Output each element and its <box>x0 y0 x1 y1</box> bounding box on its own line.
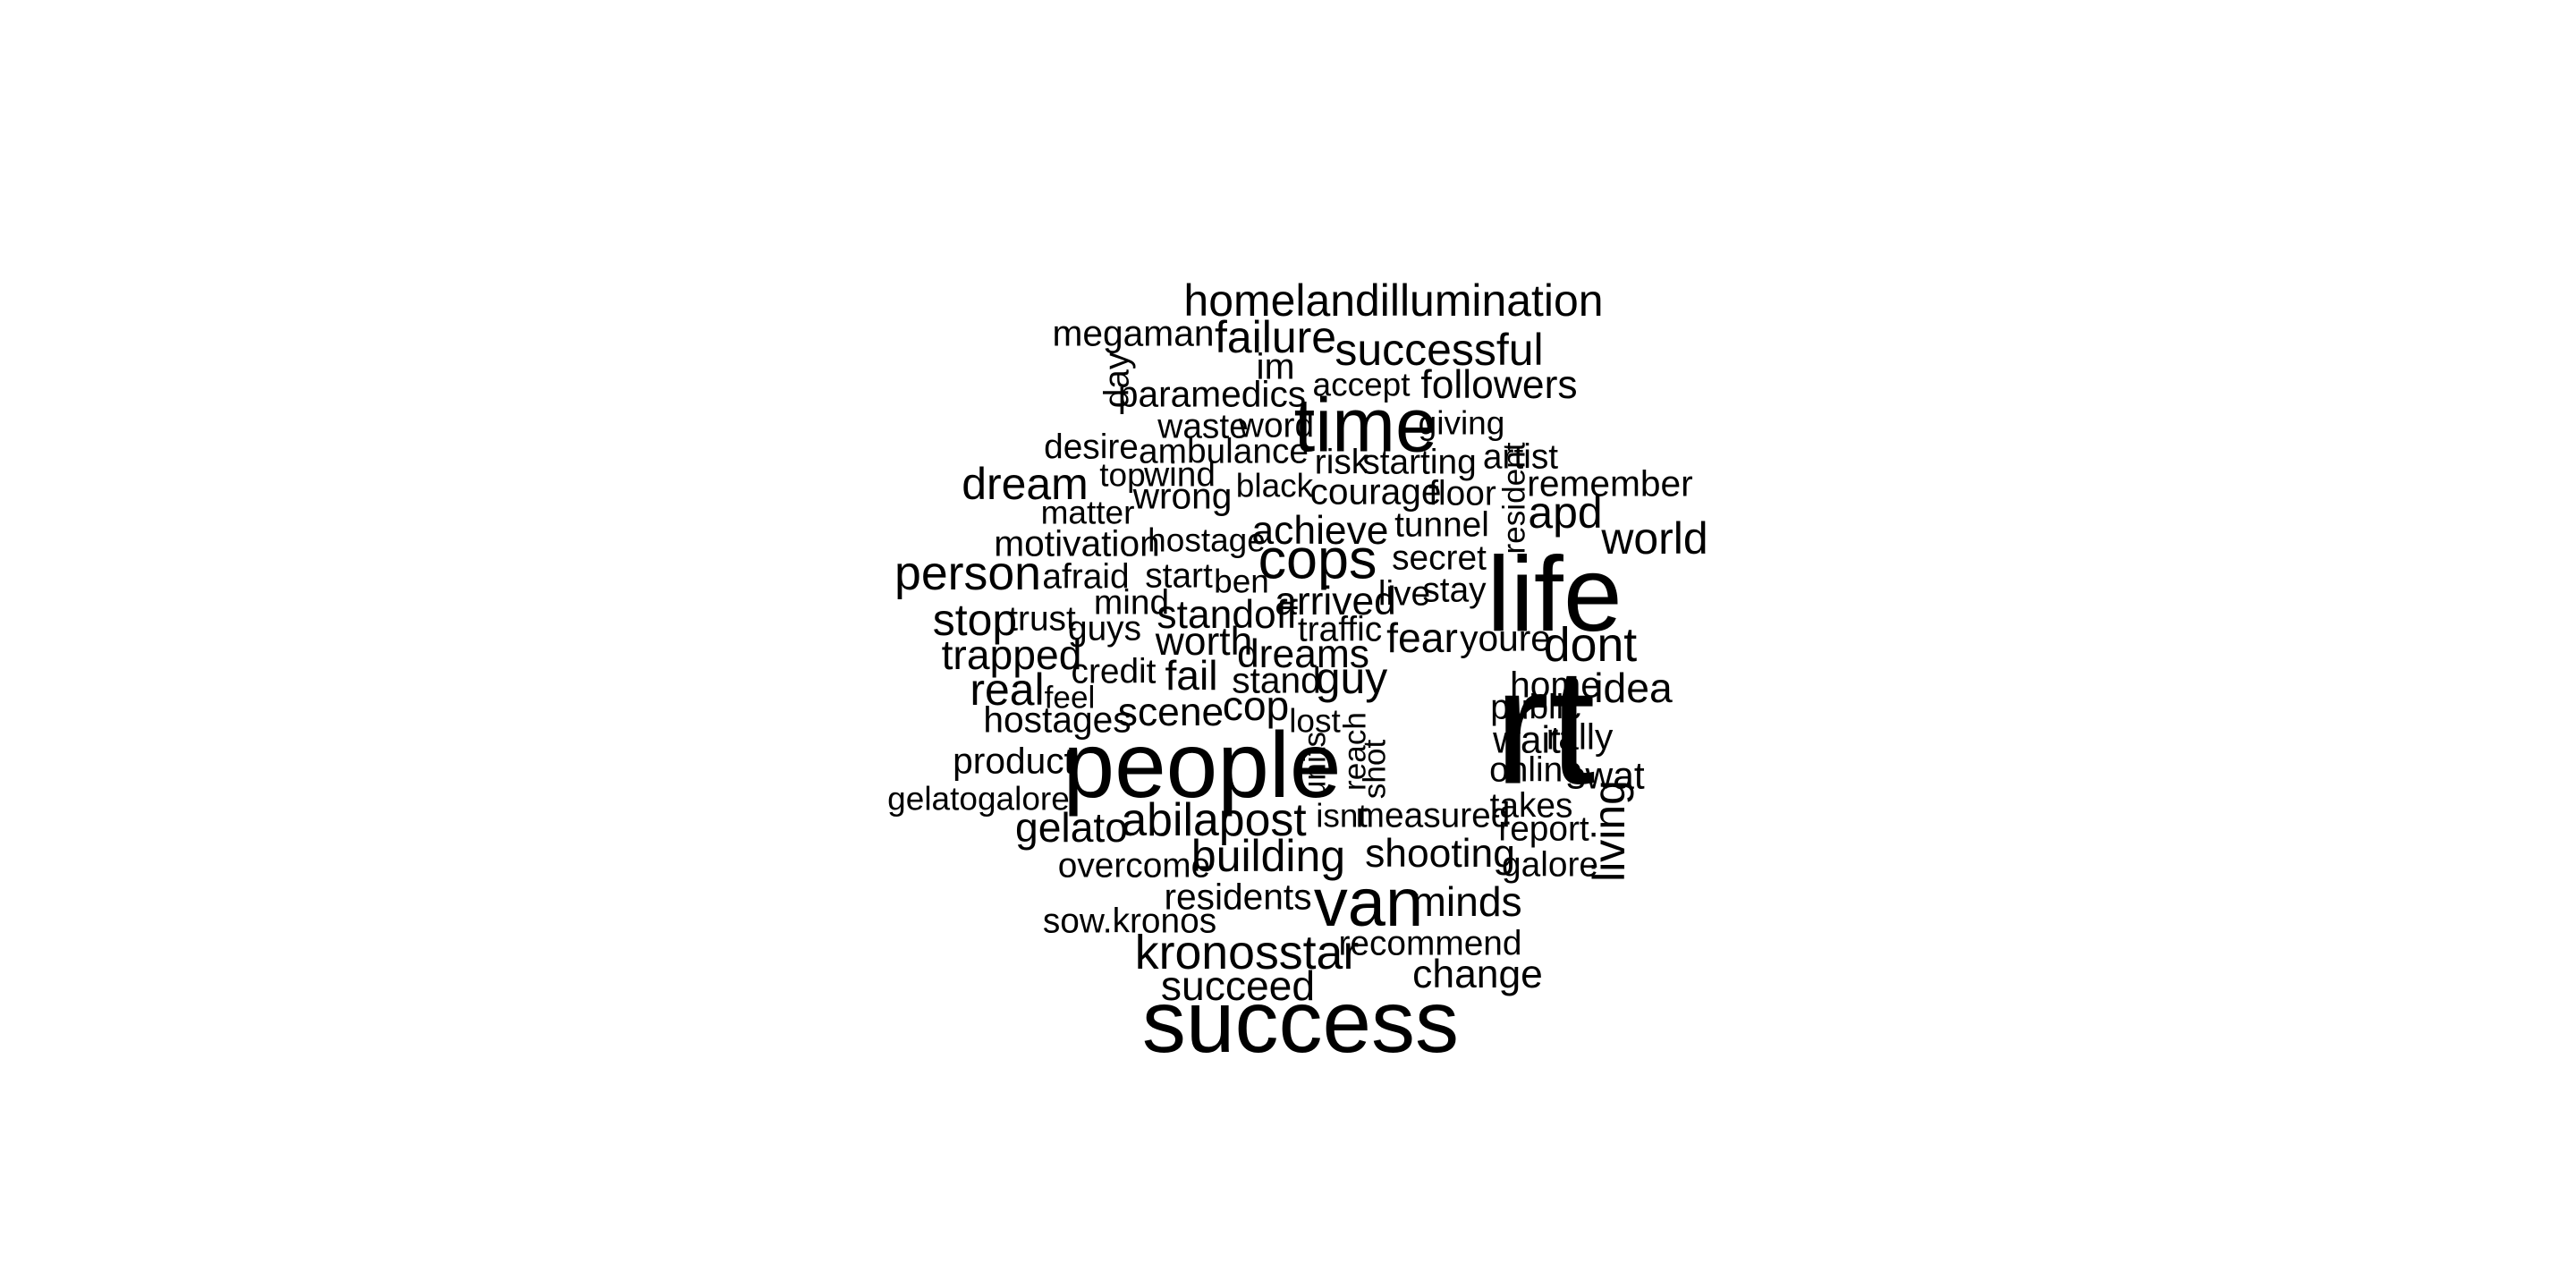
word-rally: rally <box>1546 716 1614 758</box>
word-worth: worth <box>1155 619 1253 664</box>
word-dreams: dreams <box>1236 631 1370 676</box>
word-artist: artist <box>1482 437 1559 477</box>
word-success: success <box>1141 971 1460 1071</box>
word-fail: fail <box>1165 651 1218 699</box>
word-person: person <box>894 547 1042 601</box>
word-youre: youre <box>1460 617 1551 659</box>
word-time: time <box>1293 383 1438 469</box>
word-black: black <box>1235 467 1314 504</box>
word-feel: feel <box>1044 680 1096 716</box>
word-resident: resident <box>1496 442 1532 555</box>
word-start: start <box>1145 556 1213 596</box>
word-giving: giving <box>1418 404 1505 442</box>
word-cop: cop <box>1222 682 1290 729</box>
word-megaman: megaman <box>1052 312 1215 354</box>
word-online: online <box>1489 750 1582 790</box>
word-top: top <box>1099 456 1146 494</box>
word-live: live <box>1377 574 1431 614</box>
word-life: life <box>1487 535 1623 654</box>
word-arrived: arrived <box>1275 579 1396 623</box>
word-report: report <box>1498 809 1589 849</box>
word-kronosstar: kronosstar <box>1134 926 1360 980</box>
word-dont: dont <box>1543 618 1638 673</box>
word-risk: risk <box>1314 443 1369 482</box>
word-lost: lost <box>1289 702 1341 740</box>
word-homelandillumination: homelandillumination <box>1183 275 1604 326</box>
word-stop: stop <box>932 595 1018 646</box>
word-followers: followers <box>1420 362 1578 407</box>
word-idea: idea <box>1594 664 1673 711</box>
word-apd: apd <box>1528 487 1603 538</box>
word-measured: measured <box>1355 796 1511 835</box>
word-desire: desire <box>1044 428 1139 467</box>
word-ben: ben <box>1214 563 1269 600</box>
word-secret: secret <box>1392 538 1487 578</box>
word-paramedics: paramedics <box>1117 373 1307 415</box>
word-motivation: motivation <box>994 522 1160 564</box>
word-scene: scene <box>1117 690 1224 734</box>
word-public: public <box>1490 688 1581 727</box>
word-failure: failure <box>1214 312 1337 363</box>
word-rt: rt <box>1494 634 1596 819</box>
word-isnt: isnt <box>1316 797 1368 835</box>
word-word: word <box>1238 406 1315 445</box>
word-traffic: traffic <box>1297 610 1383 649</box>
word-real: real <box>970 665 1045 716</box>
word-succeed: succeed <box>1160 962 1316 1009</box>
word-ambulance: ambulance <box>1139 432 1309 471</box>
word-residents: residents <box>1164 876 1312 918</box>
word-credit: credit <box>1071 652 1157 691</box>
word-cops: cops <box>1258 528 1377 591</box>
word-tunnel: tunnel <box>1394 505 1489 545</box>
word-sow-kronos: sow.kronos <box>1042 902 1217 941</box>
word-day: day <box>1097 352 1137 409</box>
word-van: van <box>1313 865 1424 942</box>
word-stand: stand <box>1232 659 1321 701</box>
word-stay: stay <box>1422 571 1487 610</box>
word-building: building <box>1191 831 1346 882</box>
word-recommend: recommend <box>1338 924 1522 963</box>
word-change: change <box>1412 952 1543 996</box>
word-units: units <box>1297 731 1333 799</box>
word-im: im <box>1256 345 1295 387</box>
word-floor: floor <box>1428 474 1496 513</box>
word-gelatogalore: gelatogalore <box>887 780 1070 818</box>
word-gelato: gelato <box>1014 803 1129 851</box>
word-standoff: standoff <box>1157 592 1298 637</box>
word-abilapost: abilapost <box>1121 793 1307 846</box>
word-matter: matter <box>1040 494 1135 531</box>
word-galore: galore <box>1502 845 1598 885</box>
word-afraid: afraid <box>1042 557 1130 597</box>
word-mind: mind <box>1093 583 1170 623</box>
word-courage: courage <box>1309 470 1442 513</box>
word-shooting: shooting <box>1365 831 1515 876</box>
word-swat: swat <box>1566 754 1645 798</box>
word-people: people <box>1063 713 1342 818</box>
word-product: product <box>953 740 1074 782</box>
word-hostages: hostages <box>983 699 1131 741</box>
word-guy: guy <box>1315 653 1388 704</box>
word-takes: takes <box>1489 786 1573 826</box>
word-successful: successful <box>1335 325 1544 376</box>
word-starting: starting <box>1362 443 1477 482</box>
word-achieve: achieve <box>1251 508 1389 553</box>
word-wind: wind <box>1144 455 1216 495</box>
word-dream: dream <box>962 459 1089 510</box>
word-trapped: trapped <box>941 631 1082 678</box>
word-home: home <box>1510 664 1601 706</box>
word-wait: wait <box>1493 718 1561 762</box>
word-shot: shot <box>1357 739 1393 800</box>
word-guys: guys <box>1067 609 1142 648</box>
word-hostage: hostage <box>1148 521 1266 559</box>
word-waste: waste <box>1157 407 1249 446</box>
word-trust: trust <box>1008 599 1076 639</box>
word-overcome: overcome <box>1057 846 1211 886</box>
word-fear: fear <box>1386 614 1458 661</box>
word-wrong: wrong <box>1132 475 1233 517</box>
word-accept: accept <box>1312 366 1411 403</box>
word-remember: remember <box>1527 462 1693 504</box>
word-world: world <box>1601 513 1708 564</box>
word-minds: minds <box>1411 877 1522 925</box>
